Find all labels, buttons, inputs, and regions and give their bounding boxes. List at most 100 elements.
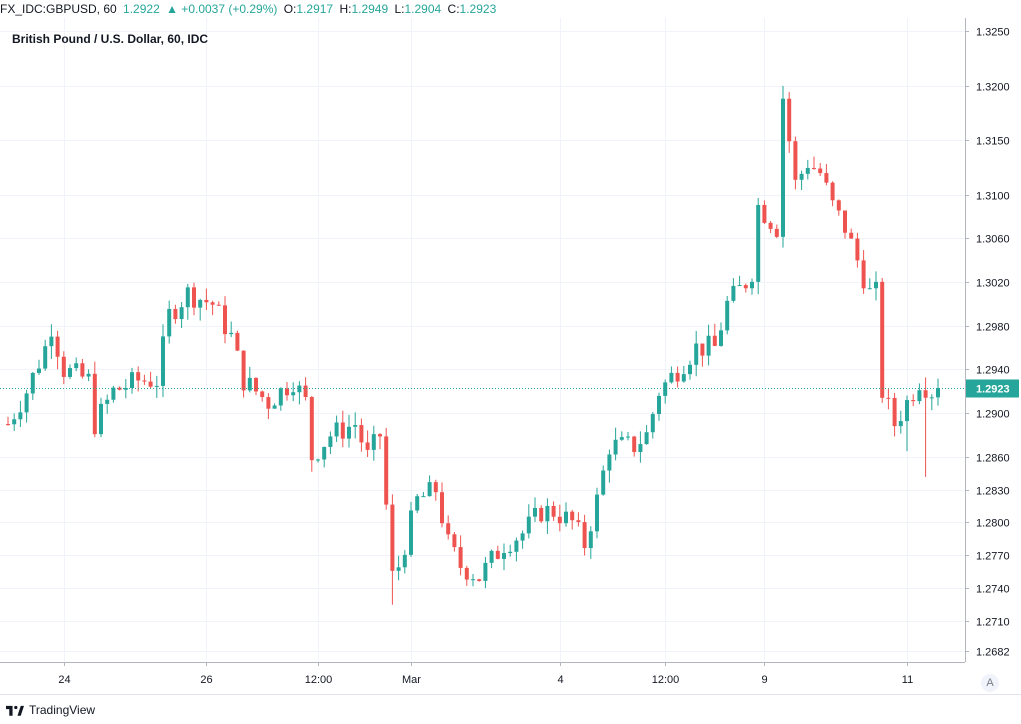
candle-body (688, 364, 692, 375)
open-label: O: (283, 2, 297, 16)
candle-body (68, 368, 72, 377)
candle-body (464, 567, 469, 580)
candle-body (303, 385, 308, 398)
candle-body (557, 516, 562, 524)
last-price-label: 1.2923 (976, 384, 1010, 396)
candle-body (123, 387, 128, 390)
candle-body (347, 426, 351, 439)
candle-body (440, 492, 444, 524)
candle-body (161, 336, 165, 386)
candle-body (601, 470, 606, 495)
candle-body (626, 436, 630, 438)
price-tick-label: 1.2980 (976, 322, 1010, 334)
price-axis[interactable]: 1.3250 1.3200 1.3150 1.3100 1.3060 1.3020 1.29… (965, 18, 1021, 694)
candle-body (595, 494, 599, 532)
time-tick-label: 26 (200, 674, 212, 686)
price-tick-label: 1.3060 (976, 234, 1010, 246)
candle-body (316, 459, 320, 461)
time-axis[interactable]: 24 26 12:00 Mar 4 12:00 9 11 (0, 662, 965, 686)
candle-body (99, 403, 103, 435)
candle-body (328, 436, 333, 447)
candle-body (198, 299, 203, 308)
candle-body (576, 520, 581, 523)
price-tick-label: 1.2682 (976, 647, 1010, 659)
candle-body (824, 173, 829, 183)
candle-body (74, 363, 79, 369)
candle-body (334, 422, 339, 437)
candle-body (892, 397, 897, 427)
candle-body (495, 550, 500, 559)
candle-body (80, 363, 85, 377)
candle-body (743, 285, 748, 289)
candle-body (216, 304, 221, 306)
candle-body (278, 388, 283, 406)
candle-body (266, 397, 271, 409)
candle-body (663, 382, 668, 396)
candle-body (805, 167, 810, 174)
candle-body (774, 228, 779, 237)
tradingview-logo[interactable]: TradingView (6, 703, 95, 717)
candle-body (452, 534, 457, 548)
candle-body (24, 393, 29, 413)
candle-body (49, 336, 54, 347)
candle-body (260, 391, 265, 398)
candle-body (793, 141, 798, 180)
candle-body (564, 511, 568, 524)
candle-body (526, 516, 531, 534)
candle-body (650, 414, 655, 433)
low-value: 1.2904 (404, 2, 442, 16)
candle-body (148, 381, 153, 387)
candle-body (297, 385, 302, 393)
candle-body (923, 390, 928, 398)
price-tick-label: 1.2740 (976, 584, 1010, 596)
candle-body (446, 523, 451, 535)
candle-body (142, 380, 147, 382)
price-tick-label: 1.2800 (976, 518, 1010, 530)
candle-body (867, 288, 872, 290)
price-axis-background (965, 18, 1021, 694)
candle-body (545, 505, 550, 522)
candle-body (285, 388, 289, 396)
candle-body (359, 425, 364, 443)
candle-body (607, 454, 612, 471)
candle-body (582, 522, 587, 549)
high-value: 1.2949 (351, 2, 389, 16)
price-tick-label: 1.3200 (976, 82, 1010, 94)
candle-body (502, 553, 506, 559)
candle-body (471, 579, 475, 581)
candle-body (371, 434, 376, 450)
price-chart[interactable]: 1.3250 1.3200 1.3150 1.3100 1.3060 1.3020 1.29… (0, 18, 1021, 694)
candle-body (520, 533, 525, 541)
candle-body (235, 332, 240, 351)
candle-body (830, 182, 835, 201)
price-tick-label: 1.3150 (976, 136, 1010, 148)
candle-body (874, 281, 878, 289)
candle-body (861, 260, 866, 289)
price-tick-label: 1.3100 (976, 191, 1010, 203)
candle-body (409, 510, 413, 555)
candle-body (378, 434, 382, 437)
candle-body (929, 397, 934, 399)
time-tick-label: 24 (58, 674, 70, 686)
candle-body (204, 299, 209, 303)
candle-body (849, 232, 854, 239)
chart-legend-bar: FX_IDC:GBPUSD, 60 1.2922 ▲ +0.0037 (+0.2… (0, 0, 1021, 18)
auto-scale-button[interactable]: A (981, 674, 999, 692)
candle-body (390, 504, 395, 571)
symbol-label[interactable]: FX_IDC:GBPUSD, 60 (0, 2, 117, 16)
candle-body (130, 372, 134, 388)
tradingview-icon (6, 705, 24, 716)
high-label: H: (339, 2, 352, 16)
candle-body (192, 287, 196, 308)
candle-body (905, 400, 909, 422)
last-price-tag (966, 379, 1019, 398)
last-price: 1.2922 (123, 2, 160, 16)
candle-body (762, 204, 767, 223)
candle-body (644, 432, 649, 445)
chart-title: British Pound / U.S. Dollar, 60, IDC (12, 32, 208, 46)
candle-body (700, 343, 705, 356)
candle-body (61, 356, 66, 377)
candle-body (886, 397, 891, 399)
candle-body (30, 372, 35, 394)
candle-body (768, 222, 773, 229)
